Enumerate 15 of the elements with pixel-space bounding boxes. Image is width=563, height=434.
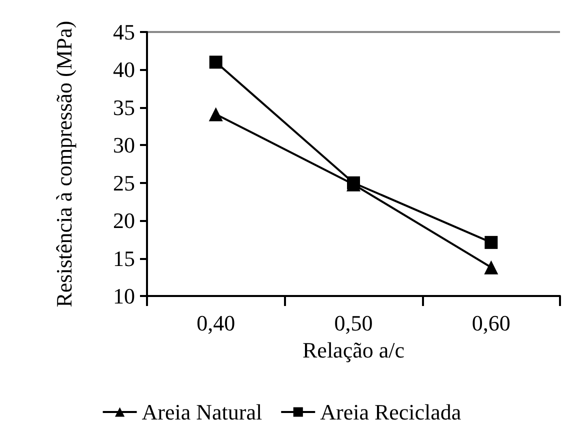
x-tick-label: 0,60 (472, 310, 510, 336)
legend-label: Areia Natural (142, 400, 262, 424)
y-tick-label: 35 (113, 94, 135, 120)
x-tick-label: 0,50 (334, 310, 373, 336)
legend-label: Areia Reciclada (320, 400, 462, 424)
y-tick-label: 10 (113, 284, 135, 308)
y-axis-title: Resistência à compressão (MPa) (52, 20, 76, 308)
y-tick-label: 25 (113, 170, 135, 196)
y-tick-label: 45 (113, 20, 135, 44)
y-tick-label: 40 (113, 57, 135, 82)
y-tick-label: 20 (113, 208, 135, 234)
x-tick-label: 0,40 (196, 310, 236, 336)
y-tick-label: 15 (113, 246, 135, 271)
y-tick-label: 30 (113, 132, 135, 158)
x-axis-title: Relação a/c (302, 337, 405, 362)
